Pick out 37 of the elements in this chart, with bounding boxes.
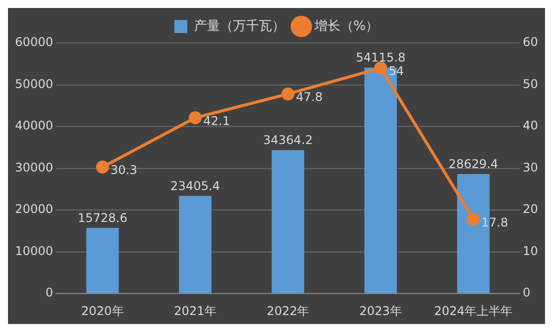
x-tick-label: 2020年 [81,304,124,318]
data-label: 28629.4 [448,157,498,172]
legend-label: 增长（%） [313,18,379,34]
point [188,111,202,124]
y-tick-label: 20000 [14,202,54,216]
y2-tick-label: 30 [522,160,538,174]
x-tick-label: 2021年 [174,304,217,318]
data-label: 15728.6 [78,211,128,226]
x-tick-label: 2024年上半年 [434,304,513,318]
y2-tick-label: 10 [522,244,538,258]
y-tick-label: 40000 [14,118,54,133]
y2-tick-label: 0 [522,286,530,300]
y2-tick-label: 60 [522,35,538,50]
y-tick-label: 10000 [14,244,54,258]
data-label: 54115.8 [356,50,406,65]
bar [86,228,119,294]
point [281,87,294,100]
data-label: 34364.2 [263,133,313,148]
data-label: 47.8 [296,90,323,104]
y2-tick-label: 20 [522,202,538,216]
data-label: 23405.4 [170,178,220,193]
y-tick-label: 0 [46,286,54,300]
legend-label: 产量（万千瓦） [194,18,285,34]
x-tick-label: 2023年 [359,304,402,318]
data-label: 30.3 [110,163,138,178]
y-tick-label: 60000 [14,35,54,50]
y-tick-label: 50000 [14,76,54,91]
bar [179,196,212,294]
y2-tick-label: 40 [522,118,538,133]
y2-tick-label: 50 [522,76,538,91]
bar [272,150,304,294]
point [96,160,110,174]
point [374,62,388,75]
point [466,212,480,226]
data-label: 42.1 [203,114,230,128]
x-tick-label: 2022年 [266,304,310,318]
y-tick-label: 30000 [14,160,54,174]
